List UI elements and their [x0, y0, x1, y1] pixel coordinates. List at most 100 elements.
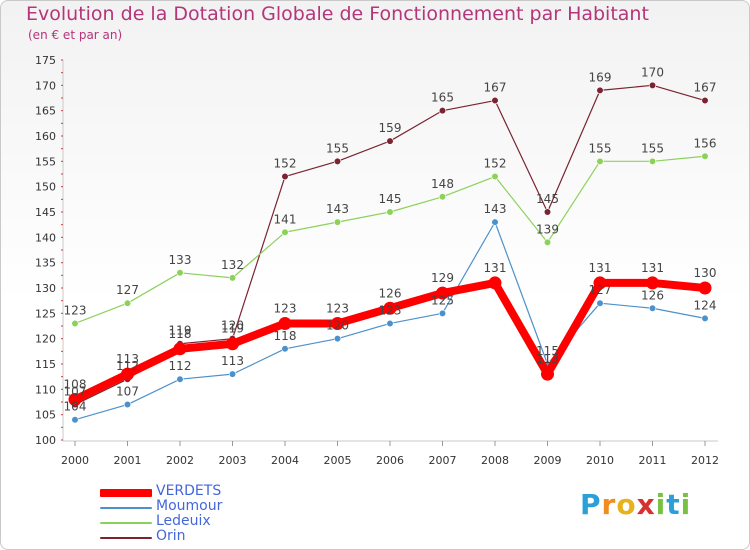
- data-point-orin: [543, 208, 552, 216]
- data-label-orin: 112: [116, 359, 139, 373]
- data-point-moumour: [596, 299, 604, 307]
- y-tick-label: 140: [35, 231, 56, 244]
- data-label-moumour: 115: [536, 344, 559, 358]
- data-label-orin: 159: [379, 121, 402, 135]
- data-label-orin: 169: [589, 70, 612, 84]
- data-point-ledeuix: [596, 157, 604, 165]
- data-label-verdets: 131: [484, 261, 507, 275]
- x-tick-label: 2002: [166, 454, 194, 467]
- legend-item-verdets: VERDETS: [100, 483, 300, 500]
- y-tick-label: 110: [35, 383, 56, 396]
- data-point-orin: [333, 157, 342, 165]
- data-label-verdets: 108: [64, 377, 87, 391]
- data-point-moumour: [491, 218, 499, 226]
- data-label-moumour: 118: [274, 329, 297, 343]
- data-label-moumour: 120: [326, 319, 349, 333]
- x-tick-label: 2001: [114, 454, 142, 467]
- legend-label: Ledeuix: [156, 513, 211, 529]
- data-label-ledeuix: 141: [274, 212, 297, 226]
- legend-item-ledeuix: Ledeuix: [100, 513, 300, 530]
- x-tick-label: 2006: [376, 454, 404, 467]
- data-label-orin: 120: [221, 319, 244, 333]
- legend: VERDETS Moumour Ledeuix Orin: [100, 483, 300, 545]
- y-tick-label: 160: [35, 130, 56, 143]
- y-tick-label: 120: [35, 333, 56, 346]
- data-point-orin: [281, 172, 289, 181]
- data-label-orin: 167: [484, 81, 507, 95]
- data-label-ledeuix: 133: [169, 253, 192, 267]
- x-tick-label: 2005: [324, 454, 352, 467]
- legend-swatch: [100, 507, 152, 509]
- data-point-orin: [491, 96, 499, 105]
- data-label-orin: 107: [64, 385, 87, 399]
- series-moumour: [71, 218, 709, 424]
- data-label-verdets: 119: [221, 322, 244, 336]
- data-point-orin: [386, 137, 394, 145]
- data-point-verdets: [541, 367, 554, 381]
- data-label-orin: 170: [641, 65, 664, 79]
- series-layer: [68, 81, 712, 424]
- data-label-ledeuix: 155: [641, 141, 664, 155]
- data-point-orin: [596, 86, 604, 94]
- data-point-ledeuix: [648, 157, 657, 165]
- data-label-ledeuix: 156: [694, 136, 717, 150]
- data-point-moumour: [701, 314, 709, 323]
- logo-letter: o: [616, 488, 637, 521]
- logo-letter: x: [636, 488, 656, 521]
- logo-letter: i: [680, 488, 692, 521]
- data-label-moumour: 112: [169, 359, 192, 373]
- legend-item-orin: Orin: [100, 528, 300, 545]
- data-label-ledeuix: 155: [589, 141, 612, 155]
- legend-label: VERDETS: [156, 483, 222, 499]
- data-point-verdets: [646, 276, 659, 290]
- data-label-orin: 165: [431, 91, 454, 105]
- data-label-ledeuix: 132: [221, 258, 244, 272]
- series-verdets: [68, 276, 712, 406]
- series-line-verdets: [71, 278, 709, 404]
- legend-label: Moumour: [156, 498, 223, 514]
- y-tick-label: 105: [35, 409, 56, 422]
- legend-label: Orin: [156, 528, 186, 544]
- data-label-verdets: 113: [116, 352, 139, 366]
- data-label-orin: 155: [326, 141, 349, 155]
- data-point-ledeuix: [333, 218, 342, 226]
- x-tick-label: 2011: [639, 454, 667, 467]
- data-point-moumour: [176, 375, 184, 383]
- legend-swatch: [100, 537, 152, 539]
- data-point-moumour: [228, 370, 237, 378]
- data-point-moumour: [333, 335, 342, 343]
- data-label-orin: 167: [694, 81, 717, 95]
- data-label-verdets: 113: [536, 352, 559, 366]
- data-point-verdets: [278, 316, 292, 330]
- data-label-verdets: 118: [169, 327, 192, 341]
- data-point-ledeuix: [176, 269, 184, 277]
- data-label-moumour: 123: [379, 303, 402, 317]
- data-label-ledeuix: 145: [379, 192, 402, 206]
- data-label-verdets: 131: [641, 261, 664, 275]
- x-tick-label: 2000: [61, 454, 89, 467]
- data-point-verdets: [121, 367, 134, 381]
- data-point-verdets: [488, 276, 502, 290]
- data-label-orin: 152: [274, 157, 297, 171]
- data-point-moumour: [438, 309, 447, 317]
- logo-letter: i: [655, 488, 667, 521]
- y-tick-label: 135: [35, 257, 56, 270]
- x-tick-label: 2009: [534, 454, 562, 467]
- data-point-verdets: [226, 337, 239, 351]
- data-point-ledeuix: [701, 152, 709, 160]
- data-label-ledeuix: 152: [484, 157, 507, 171]
- data-point-ledeuix: [71, 319, 79, 328]
- data-point-moumour: [648, 304, 657, 312]
- logo-letter: r: [601, 488, 617, 521]
- data-label-moumour: 113: [221, 354, 244, 368]
- data-point-moumour: [281, 345, 289, 353]
- data-label-verdets: 129: [431, 271, 454, 285]
- x-tick-label: 2012: [691, 454, 719, 467]
- data-label-moumour: 124: [694, 298, 717, 312]
- data-point-verdets: [593, 276, 607, 290]
- data-point-ledeuix: [438, 193, 447, 201]
- series-ledeuix: [71, 152, 709, 328]
